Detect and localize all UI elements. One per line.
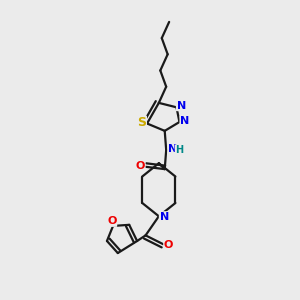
Text: O: O	[164, 240, 173, 250]
Text: N: N	[177, 100, 186, 110]
Text: N: N	[160, 212, 169, 222]
Text: S: S	[137, 116, 146, 129]
Text: N: N	[168, 144, 177, 154]
Text: O: O	[136, 161, 145, 171]
Text: O: O	[107, 216, 116, 226]
Text: H: H	[176, 145, 184, 155]
Text: N: N	[180, 116, 189, 126]
